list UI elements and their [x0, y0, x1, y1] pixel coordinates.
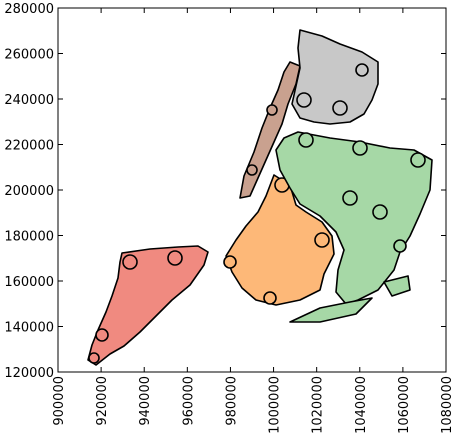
borough-shapes	[87, 29, 433, 366]
x-tick-label: 920000	[95, 376, 110, 426]
bronx	[291, 29, 379, 125]
x-tick-label: 1080000	[440, 376, 455, 434]
manhattan	[239, 61, 301, 199]
y-tick-label: 120000	[4, 366, 54, 381]
x-tick-label: 1060000	[397, 376, 412, 434]
y-tick-label: 160000	[4, 275, 54, 290]
x-tick-label: 900000	[52, 376, 67, 426]
y-tick-label: 180000	[4, 230, 54, 245]
x-tick-label: 1020000	[311, 376, 326, 434]
x-tick-label: 980000	[224, 376, 239, 426]
y-tick-label: 200000	[4, 184, 54, 199]
axes: 120000 140000 160000 180000 200000 220000 2400…	[4, 2, 455, 434]
y-tick-label: 140000	[4, 321, 54, 336]
y-tick-label: 220000	[4, 139, 54, 154]
y-tick-label: 260000	[4, 48, 54, 63]
staten-island	[87, 245, 209, 366]
queens	[275, 131, 433, 323]
x-tick-label: 1000000	[268, 376, 283, 434]
x-tick-label: 960000	[181, 376, 196, 426]
y-tick-label: 240000	[4, 93, 54, 108]
x-tick-label: 940000	[138, 376, 153, 426]
y-tick-label: 280000	[4, 2, 54, 17]
x-tick-label: 1040000	[354, 376, 369, 434]
